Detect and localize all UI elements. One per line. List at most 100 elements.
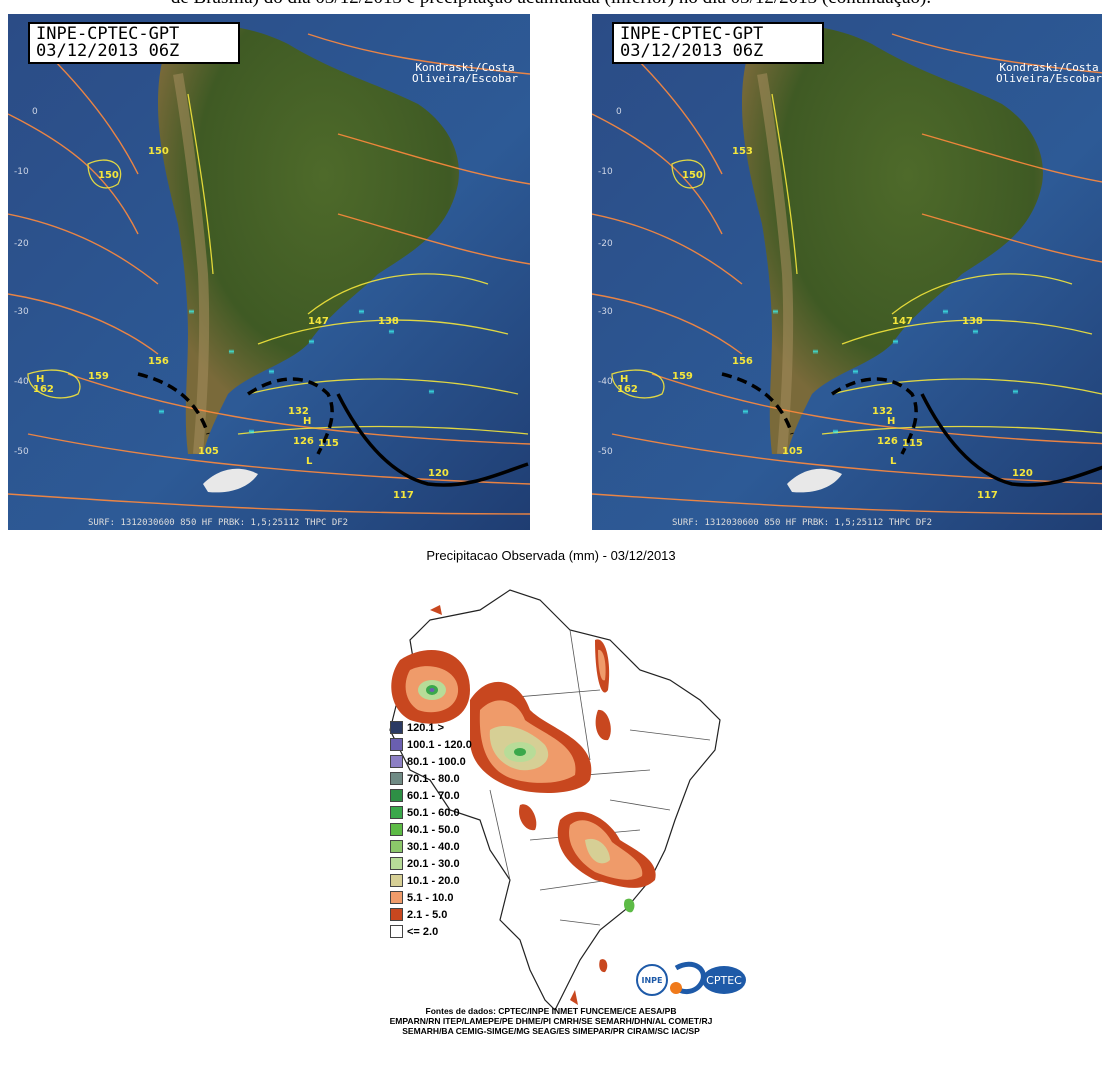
legend-label: 2.1 - 5.0 xyxy=(407,908,448,921)
map-footer: SURF: 1312030600 850 HF PRBK: 1,5;25112 … xyxy=(672,518,933,528)
svg-text:138: 138 xyxy=(962,316,983,327)
svg-text:≡: ≡ xyxy=(228,347,235,356)
continent-shape xyxy=(158,25,459,455)
svg-text:≡: ≡ xyxy=(812,347,819,356)
svg-text:H: H xyxy=(303,416,311,427)
svg-text:≡: ≡ xyxy=(852,367,859,376)
sources-line: EMPARN/RN ITEP/LAMEPE/PE DHME/PI CMRH/SE… xyxy=(389,1016,713,1026)
inpe-logo-text: INPE xyxy=(642,976,663,985)
svg-text:≡: ≡ xyxy=(772,307,779,316)
legend-swatch xyxy=(390,857,403,870)
legend-item: <= 2.0 xyxy=(390,923,472,940)
legend-swatch xyxy=(390,789,403,802)
legend-label: 5.1 - 10.0 xyxy=(407,891,454,904)
svg-text:156: 156 xyxy=(148,356,169,367)
svg-text:≡: ≡ xyxy=(358,307,365,316)
precip-areas xyxy=(391,605,656,1005)
brazil-precip-map xyxy=(389,589,721,1012)
legend-item: 100.1 - 120.0 xyxy=(390,736,472,753)
svg-text:≡: ≡ xyxy=(832,427,839,436)
precip-title: Precipitacao Observada (mm) - 03/12/2013 xyxy=(426,548,676,563)
sources-line: SEMARH/BA CEMIG-SIMGE/MG SEAG/ES SIMEPAR… xyxy=(402,1026,700,1036)
legend-label: 10.1 - 20.0 xyxy=(407,874,460,887)
svg-text:132: 132 xyxy=(288,406,309,417)
svg-text:150: 150 xyxy=(148,146,169,157)
map-footer: SURF: 1312030600 850 HF PRBK: 1,5;25112 … xyxy=(88,518,349,528)
svg-text:-10: -10 xyxy=(598,167,613,177)
svg-text:≡: ≡ xyxy=(892,337,899,346)
svg-text:H: H xyxy=(887,416,895,427)
legend-swatch xyxy=(390,925,403,938)
synoptic-map-right: ≡ ≡ ≡ ≡ ≡ ≡ ≡ ≡ ≡ 150 153 147 138 156 159 162 132 12… xyxy=(592,14,1102,530)
svg-text:≡: ≡ xyxy=(428,387,435,396)
svg-text:153: 153 xyxy=(732,146,753,157)
synoptic-map-graphic: ≡ ≡ ≡ ≡ ≡ ≡ ≡ ≡ ≡ 150 150 147 138 156 159 162 132 12… xyxy=(8,14,530,530)
continent-shape xyxy=(742,25,1043,455)
svg-text:H: H xyxy=(620,374,628,385)
svg-text:≡: ≡ xyxy=(742,407,749,416)
svg-text:-50: -50 xyxy=(14,447,29,457)
cptec-logo-text: CPTEC xyxy=(706,974,742,987)
svg-text:-20: -20 xyxy=(14,239,29,249)
legend-label: 120.1 > xyxy=(407,721,445,734)
synoptic-map-left: ≡ ≡ ≡ ≡ ≡ ≡ ≡ ≡ ≡ 150 150 147 138 156 159 162 132 12… xyxy=(8,14,530,530)
legend-label: 30.1 - 40.0 xyxy=(407,840,460,853)
legend-item: 120.1 > xyxy=(390,719,472,736)
svg-text:132: 132 xyxy=(872,406,893,417)
sources-line: Fontes de dados: CPTEC/INPE INMET FUNCEM… xyxy=(425,1006,677,1016)
svg-text:117: 117 xyxy=(977,490,998,501)
svg-text:L: L xyxy=(306,456,313,467)
svg-text:≡: ≡ xyxy=(158,407,165,416)
svg-text:115: 115 xyxy=(318,438,339,449)
svg-text:105: 105 xyxy=(198,446,219,457)
svg-text:138: 138 xyxy=(378,316,399,327)
svg-text:120: 120 xyxy=(428,468,449,479)
svg-text:-10: -10 xyxy=(14,167,29,177)
legend-label: <= 2.0 xyxy=(407,925,439,938)
legend-label: 80.1 - 100.0 xyxy=(407,755,466,768)
svg-text:147: 147 xyxy=(308,316,329,327)
legend-item: 30.1 - 40.0 xyxy=(390,838,472,855)
precip-legend: 120.1 > 100.1 - 120.0 80.1 - 100.0 70.1 - 8… xyxy=(390,719,472,940)
legend-label: 60.1 - 70.0 xyxy=(407,789,460,802)
svg-text:≡: ≡ xyxy=(388,327,395,336)
svg-text:105: 105 xyxy=(782,446,803,457)
svg-text:0: 0 xyxy=(616,107,622,117)
swirl-icon xyxy=(672,961,706,994)
logos: INPE CPTEC xyxy=(636,960,748,1000)
timestamp-stamp: INPE-CPTEC-GPT 03/12/2013 06Z xyxy=(612,22,824,64)
svg-text:120: 120 xyxy=(1012,468,1033,479)
svg-text:-40: -40 xyxy=(598,377,613,387)
legend-item: 20.1 - 30.0 xyxy=(390,855,472,872)
legend-item: 80.1 - 100.0 xyxy=(390,753,472,770)
legend-label: 40.1 - 50.0 xyxy=(407,823,460,836)
legend-swatch xyxy=(390,721,403,734)
svg-text:115: 115 xyxy=(902,438,923,449)
svg-text:147: 147 xyxy=(892,316,913,327)
legend-item: 60.1 - 70.0 xyxy=(390,787,472,804)
svg-text:≡: ≡ xyxy=(972,327,979,336)
inpe-logo-icon xyxy=(636,964,668,996)
figure-caption: de Brasília) do dia 03/12/2013 e precipi… xyxy=(0,0,1102,8)
legend-label: 50.1 - 60.0 xyxy=(407,806,460,819)
svg-text:H: H xyxy=(36,374,44,385)
svg-text:150: 150 xyxy=(98,170,119,181)
svg-text:117: 117 xyxy=(393,490,414,501)
legend-label: 20.1 - 30.0 xyxy=(407,857,460,870)
legend-swatch xyxy=(390,874,403,887)
svg-text:0: 0 xyxy=(32,107,38,117)
svg-text:≡: ≡ xyxy=(188,307,195,316)
data-sources: Fontes de dados: CPTEC/INPE INMET FUNCEM… xyxy=(0,1006,1102,1036)
svg-text:162: 162 xyxy=(33,384,54,395)
legend-swatch xyxy=(390,908,403,921)
sun-icon xyxy=(670,982,682,994)
legend-swatch xyxy=(390,755,403,768)
timestamp-stamp: INPE-CPTEC-GPT 03/12/2013 06Z xyxy=(28,22,240,64)
legend-item: 50.1 - 60.0 xyxy=(390,804,472,821)
legend-swatch xyxy=(390,840,403,853)
author-credit: Kondraski/Costa Oliveira/Escobar xyxy=(996,61,1102,85)
legend-swatch xyxy=(390,891,403,904)
legend-item: 10.1 - 20.0 xyxy=(390,872,472,889)
svg-text:≡: ≡ xyxy=(308,337,315,346)
author-credit: Kondraski/Costa Oliveira/Escobar xyxy=(412,61,518,85)
